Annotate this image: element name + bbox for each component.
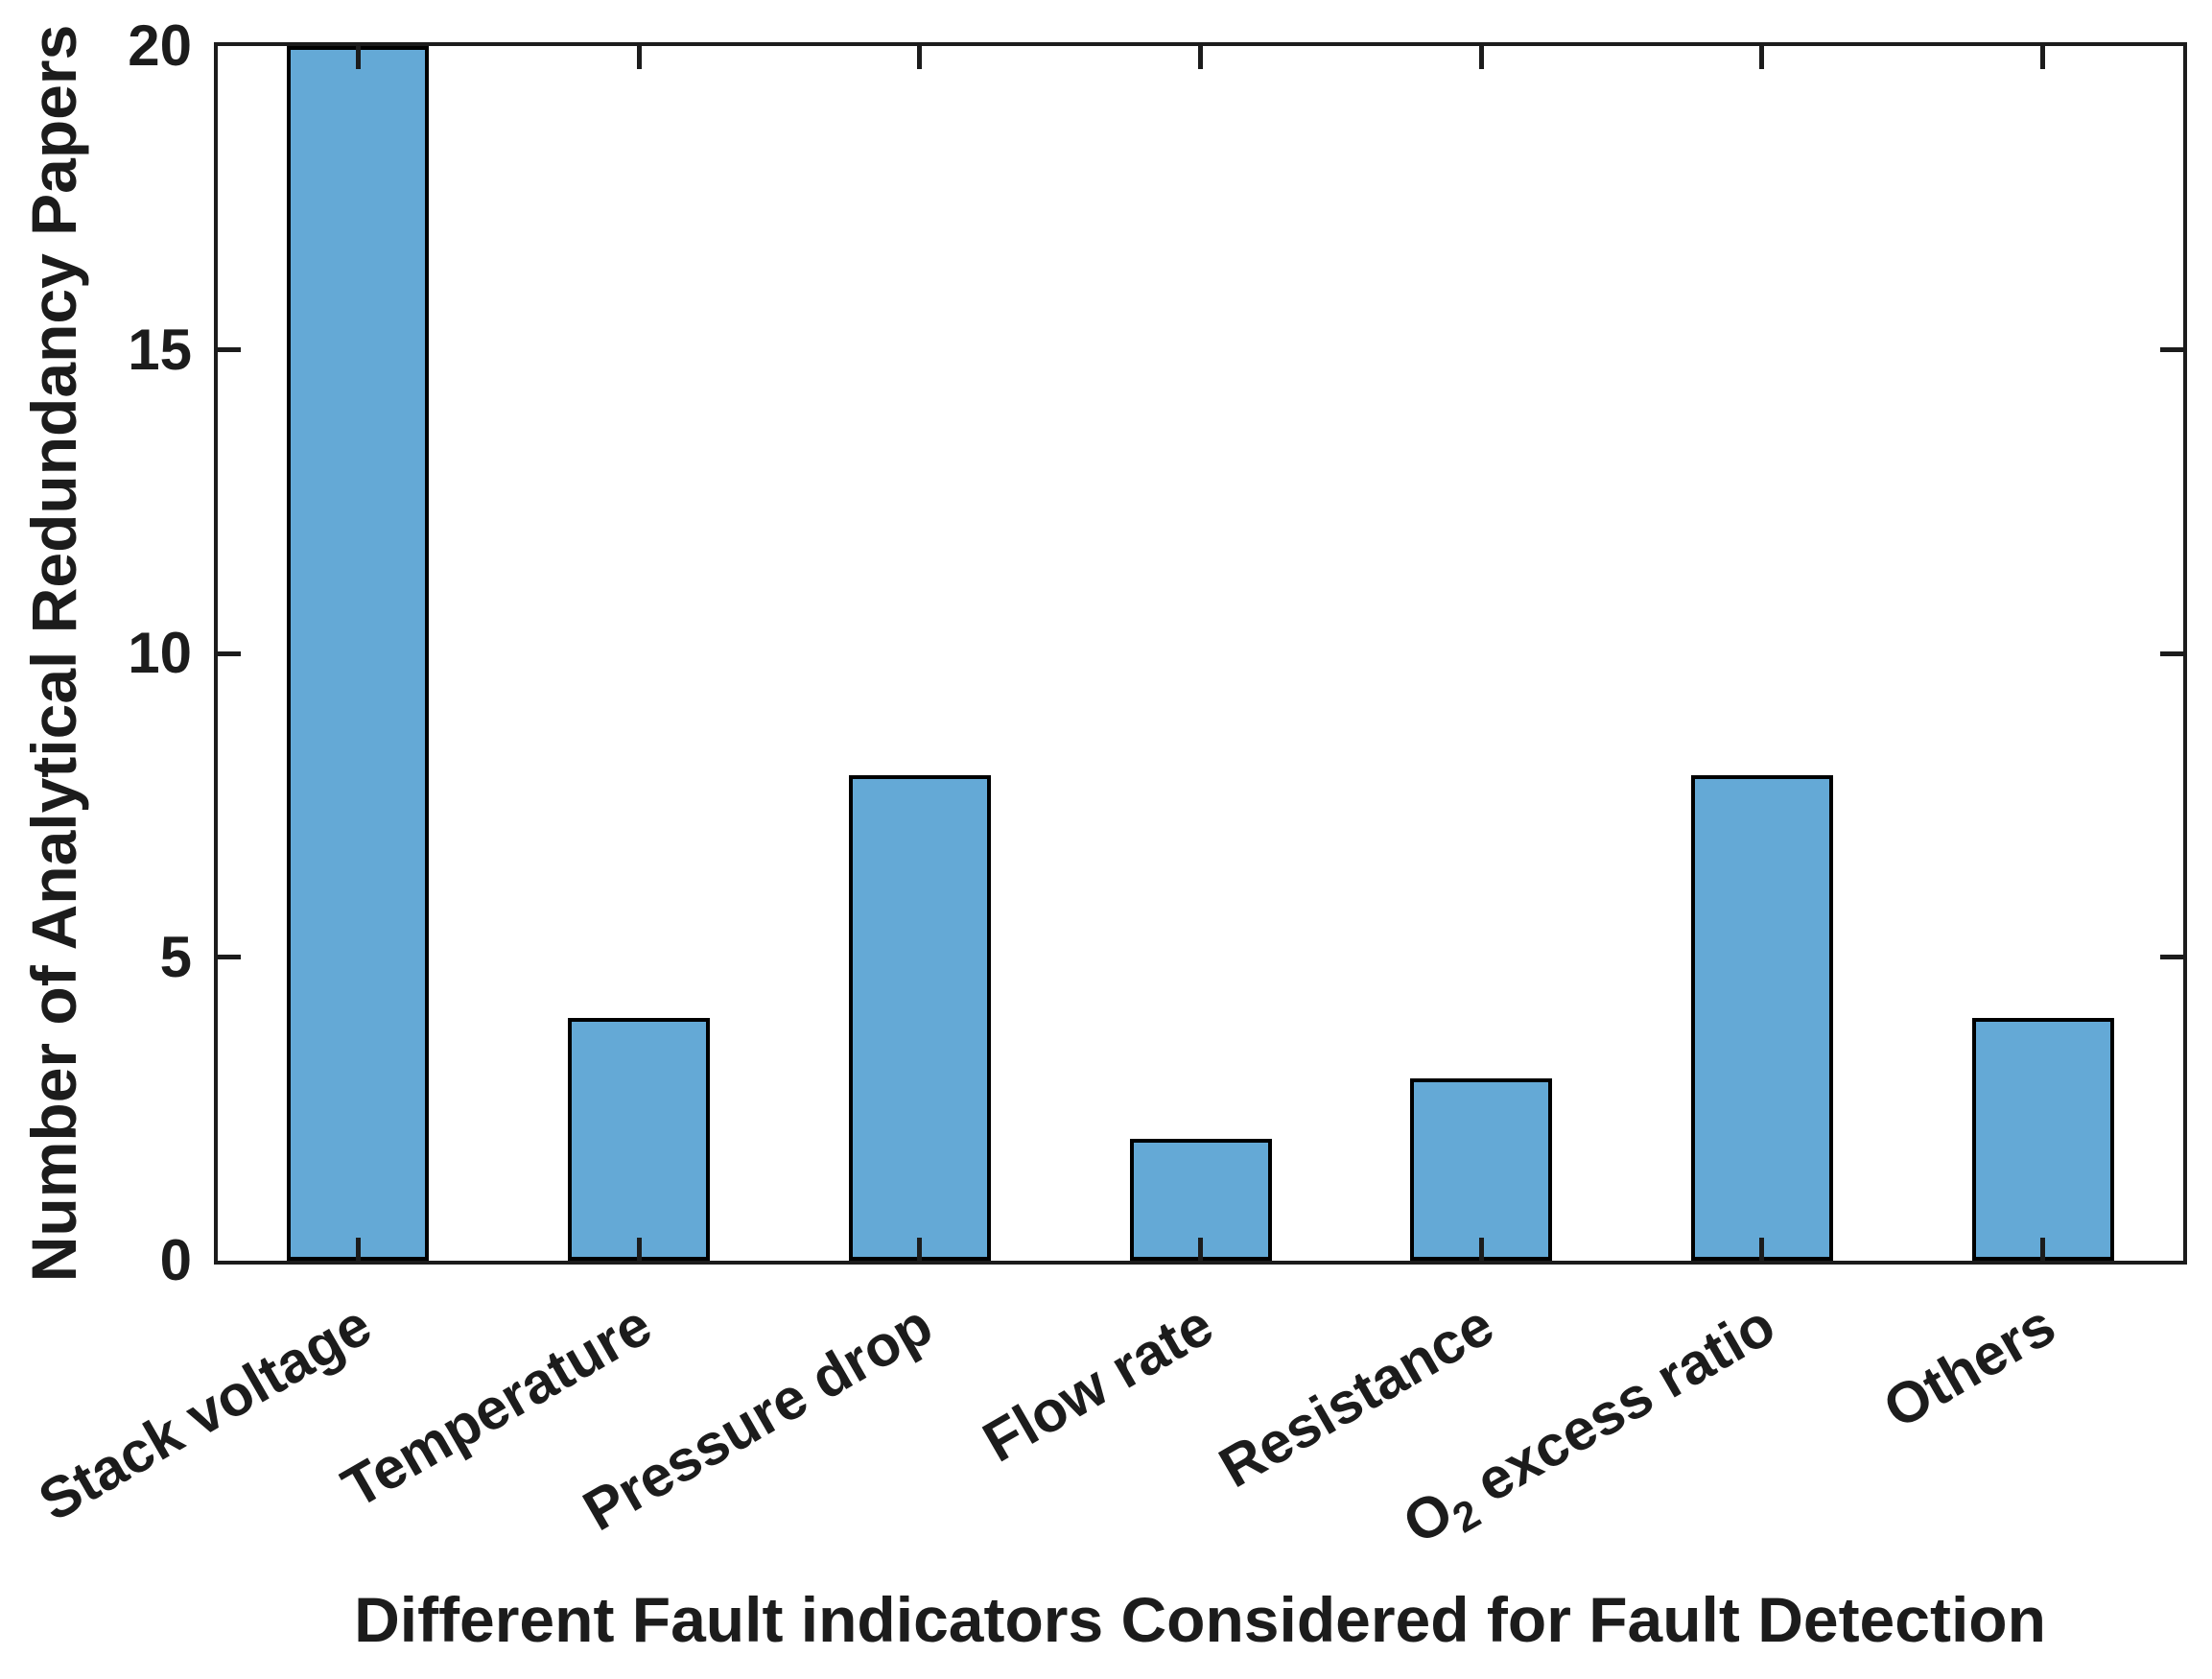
y-tick-left-5 (218, 955, 241, 959)
y-tick-right-5 (2160, 955, 2183, 959)
y-tick-left-15 (218, 347, 241, 352)
x-tick-bottom-others (2040, 1238, 2046, 1261)
x-tick-bottom-flow-rate (1198, 1238, 1203, 1261)
x-tick-top-flow-rate (1198, 46, 1203, 69)
y-tick-label-20: 20 (128, 13, 192, 78)
bar-resistance (1410, 1078, 1553, 1261)
bar-temperature (568, 1017, 711, 1261)
x-tick-bottom-temperature (636, 1238, 642, 1261)
x-tick-label-stack-voltage: Stack voltage (27, 1291, 382, 1534)
x-tick-bottom-pressure-drop (917, 1238, 923, 1261)
y-tick-label-10: 10 (128, 621, 192, 685)
x-tick-top-temperature (636, 46, 642, 69)
x-tick-top-resistance (1478, 46, 1484, 69)
y-tick-right-10 (2160, 650, 2183, 656)
bar-o-excess-ratio (1690, 774, 1833, 1261)
x-tick-top-others (2040, 46, 2046, 69)
x-axis-title: Different Fault indicators Considered fo… (354, 1584, 2046, 1655)
x-tick-label-flow-rate: Flow rate (972, 1291, 1224, 1475)
bar-others (1971, 1017, 2114, 1261)
x-tick-top-o-excess-ratio (1759, 46, 1765, 69)
x-tick-bottom-resistance (1478, 1238, 1484, 1261)
plot-area (214, 42, 2187, 1265)
x-tick-bottom-o-excess-ratio (1759, 1238, 1765, 1261)
y-tick-label-0: 0 (159, 1228, 192, 1292)
bar-pressure-drop (848, 774, 991, 1261)
y-tick-label-5: 5 (159, 924, 192, 989)
x-tick-top-stack-voltage (355, 46, 361, 69)
x-tick-bottom-stack-voltage (355, 1238, 361, 1261)
x-tick-label-others: Others (1872, 1291, 2066, 1441)
x-tick-top-pressure-drop (917, 46, 923, 69)
y-tick-label-15: 15 (128, 317, 192, 382)
bar-stack-voltage (287, 46, 430, 1261)
y-tick-right-15 (2160, 347, 2183, 352)
y-tick-left-10 (218, 650, 241, 656)
